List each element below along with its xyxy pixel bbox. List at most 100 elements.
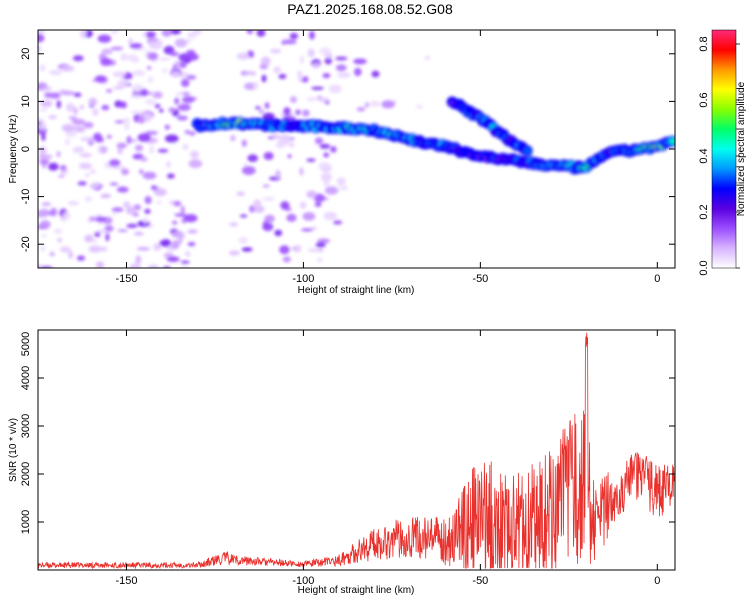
noise-speckle — [309, 30, 315, 40]
noise-speckle — [306, 97, 318, 102]
colorbar-tick-label: 0.8 — [698, 36, 710, 51]
y-tick-label: 0 — [20, 146, 32, 152]
noise-speckle — [147, 264, 160, 268]
noise-speckle — [272, 134, 280, 139]
chart-title: PAZ1.2025.168.08.52.G08 — [287, 1, 453, 17]
noise-speckle — [41, 202, 51, 207]
signal-ridge — [670, 139, 675, 144]
noise-speckle — [181, 234, 186, 239]
snr-series-line — [38, 332, 675, 570]
noise-speckle — [97, 34, 112, 43]
noise-speckle — [324, 51, 333, 59]
snr-x-label: Height of straight line (km) — [298, 585, 415, 596]
noise-speckle — [140, 88, 149, 97]
noise-speckle — [145, 31, 156, 38]
noise-speckle — [164, 124, 170, 130]
noise-speckle — [144, 208, 151, 214]
noise-speckle — [324, 186, 339, 195]
noise-speckle — [275, 141, 285, 149]
noise-speckle — [424, 56, 431, 60]
noise-speckle — [164, 134, 179, 143]
noise-speckle — [179, 61, 187, 69]
colorbar-tick-label: 0.4 — [698, 148, 710, 163]
noise-speckle — [38, 30, 45, 35]
noise-speckle — [335, 64, 347, 72]
noise-speckle — [106, 134, 112, 139]
noise-speckle — [84, 196, 93, 202]
noise-speckle — [236, 191, 245, 196]
y-tick-label: 10 — [20, 95, 32, 107]
noise-speckle — [289, 32, 299, 40]
colorbar-tick-label: 0.0 — [698, 260, 710, 275]
noise-speckle — [85, 172, 90, 178]
noise-speckle — [415, 104, 424, 109]
noise-speckle — [319, 143, 331, 149]
y-tick-label: 20 — [20, 48, 32, 60]
noise-speckle — [323, 179, 330, 187]
noise-speckle — [84, 234, 94, 243]
snr-frame — [37, 329, 676, 571]
noise-speckle — [181, 78, 190, 88]
noise-speckle — [149, 145, 155, 154]
noise-speckle — [100, 193, 112, 199]
noise-speckle — [94, 216, 107, 222]
noise-speckle — [154, 103, 161, 109]
noise-speckle — [169, 200, 175, 205]
noise-speckle — [356, 107, 366, 112]
noise-speckle — [156, 200, 163, 205]
noise-speckle — [175, 92, 185, 96]
y-tick-label: -20 — [20, 236, 32, 252]
noise-speckle — [241, 139, 247, 147]
noise-speckle — [71, 118, 86, 126]
noise-speckle — [335, 56, 348, 61]
noise-speckle — [72, 146, 85, 154]
noise-speckle — [315, 242, 326, 248]
noise-speckle — [41, 86, 53, 91]
noise-speckle — [68, 250, 73, 259]
noise-speckle — [108, 159, 121, 167]
noise-speckle — [262, 112, 275, 120]
noise-speckle — [104, 225, 114, 232]
noise-speckle — [258, 109, 265, 114]
noise-speckle — [144, 196, 152, 205]
x-tick-label: -50 — [472, 575, 488, 587]
noise-speckle — [274, 229, 283, 237]
noise-speckle — [262, 184, 270, 188]
noise-speckle — [124, 122, 130, 131]
noise-speckle — [229, 222, 239, 227]
noise-speckle — [94, 75, 106, 82]
spectrogram-y-label: Frequency (Hz) — [8, 115, 19, 184]
noise-speckle — [49, 69, 62, 76]
noise-speckle — [187, 229, 198, 234]
noise-speckle — [369, 100, 381, 107]
noise-speckle — [77, 181, 87, 186]
noise-speckle — [41, 233, 47, 238]
noise-speckle — [241, 247, 253, 252]
noise-speckle — [161, 68, 168, 73]
noise-speckle — [189, 131, 196, 136]
noise-speckle — [157, 148, 169, 153]
noise-speckle — [330, 146, 337, 153]
colorbar-tick-label: 0.2 — [698, 204, 710, 219]
noise-speckle — [136, 247, 150, 251]
noise-speckle — [320, 172, 332, 182]
noise-speckle — [262, 222, 274, 232]
noise-speckle — [275, 169, 281, 179]
noise-speckle — [41, 132, 46, 142]
noise-speckle — [283, 39, 297, 45]
noise-speckle — [39, 220, 51, 229]
y-tick-label: -10 — [20, 189, 32, 205]
noise-speckle — [287, 154, 292, 159]
noise-speckle — [74, 126, 86, 133]
noise-speckle — [40, 245, 45, 252]
noise-speckle — [301, 228, 314, 232]
noise-speckle — [264, 214, 275, 223]
noise-speckle — [190, 150, 200, 159]
noise-speckle — [289, 142, 295, 148]
noise-speckle — [253, 199, 262, 208]
noise-speckle — [129, 263, 142, 268]
noise-speckle — [162, 265, 171, 268]
noise-speckle — [39, 159, 50, 165]
noise-speckle — [59, 165, 67, 171]
